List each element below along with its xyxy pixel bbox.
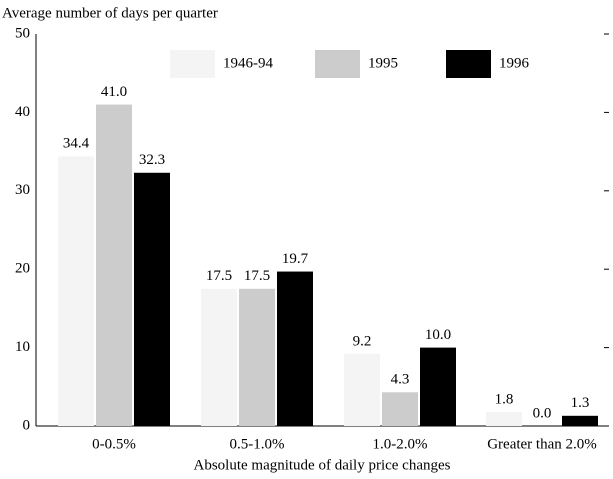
value-label: 1.8 <box>495 391 514 407</box>
y-tick-label: 30 <box>15 182 30 198</box>
value-label: 1.3 <box>571 395 590 411</box>
bar <box>344 353 380 426</box>
y-tick-label: 40 <box>15 104 30 120</box>
bar <box>420 347 456 426</box>
value-label: 41.0 <box>101 84 127 100</box>
x-tick-label: 0-0.5% <box>92 436 136 452</box>
y-axis-title: Average number of days per quarter <box>2 5 218 21</box>
bar <box>239 288 275 426</box>
bar <box>277 271 313 426</box>
value-label: 9.2 <box>353 333 372 349</box>
x-axis-title: Absolute magnitude of daily price change… <box>193 457 450 473</box>
x-tick-label: 1.0-2.0% <box>373 436 428 452</box>
y-tick-label: 10 <box>15 339 30 355</box>
value-label: 17.5 <box>206 268 232 284</box>
x-tick-label: Greater than 2.0% <box>487 436 597 452</box>
x-tick-label: 0.5-1.0% <box>230 436 285 452</box>
value-label: 17.5 <box>244 268 270 284</box>
legend-label: 1946-94 <box>223 55 273 71</box>
bar <box>382 392 418 426</box>
value-label: 19.7 <box>282 251 309 267</box>
y-tick-label: 0 <box>23 417 31 433</box>
bar <box>134 172 170 426</box>
bar <box>201 288 237 426</box>
legend-label: 1995 <box>368 55 398 71</box>
legend-swatch <box>170 50 215 78</box>
bar <box>96 104 132 426</box>
value-label: 34.4 <box>63 136 90 152</box>
value-label: 0.0 <box>533 405 552 421</box>
value-label: 32.3 <box>139 152 165 168</box>
legend-swatch <box>446 50 491 78</box>
legend-swatch <box>315 50 360 78</box>
value-label: 4.3 <box>391 372 410 388</box>
bar <box>562 415 598 426</box>
legend-label: 1996 <box>499 55 530 71</box>
bar <box>58 156 94 426</box>
value-label: 10.0 <box>425 327 451 343</box>
y-tick-label: 50 <box>15 25 30 41</box>
bar <box>486 411 522 426</box>
y-tick-label: 20 <box>15 261 30 277</box>
